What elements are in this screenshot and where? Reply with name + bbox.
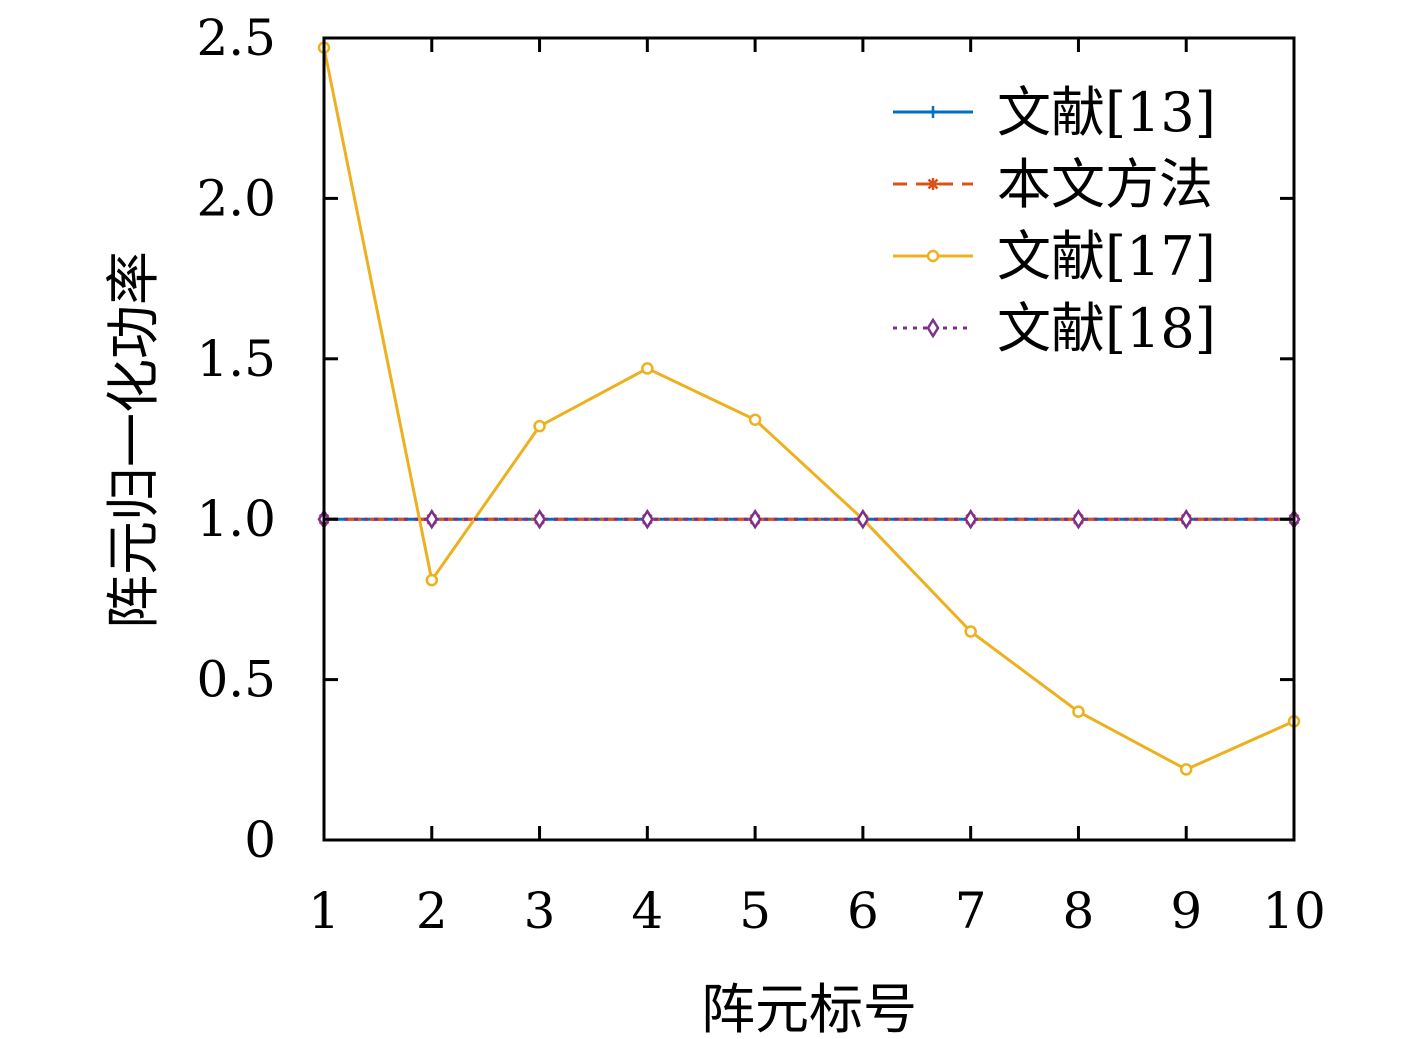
x-tick-label: 3: [524, 882, 556, 940]
x-axis-label: 阵元标号: [701, 978, 917, 1039]
x-tick-label: 1: [308, 882, 340, 940]
plot-frame: [322, 36, 1296, 842]
legend-marker: [927, 106, 939, 118]
data-point: [1179, 508, 1193, 530]
x-tick-label: 2: [416, 882, 448, 940]
legend-entry: 文献[18]: [893, 297, 1216, 360]
legend-entry: 文献[13]: [893, 81, 1216, 144]
legend-marker: [926, 249, 940, 263]
legend-label: 文献[18]: [997, 297, 1216, 360]
x-tick-label: 8: [1063, 882, 1095, 940]
y-tick-label: 1.0: [196, 490, 276, 548]
x-tick-label: 10: [1262, 882, 1326, 940]
data-point: [533, 508, 547, 530]
legend-entry: 文献[17]: [893, 225, 1216, 288]
ticks-layer: 1 2 3 4 5 6 7 8 9 10 0 0.5 1.0 1.5 2.0 2.5: [196, 9, 1325, 940]
legend-label: 文献[13]: [997, 81, 1216, 144]
data-point: [533, 419, 546, 433]
data-point: [1179, 763, 1193, 776]
data-point: [748, 413, 762, 427]
data-point: [640, 508, 654, 530]
data-point: [748, 508, 762, 530]
data-point: [641, 362, 654, 375]
x-tick-label: 5: [739, 882, 771, 940]
data-point: [964, 508, 978, 530]
legend-label: 本文方法: [997, 153, 1213, 216]
x-tick-label: 7: [955, 882, 987, 940]
y-tick-label: 2.0: [196, 169, 276, 227]
x-tick-label: 6: [847, 882, 879, 940]
y-tick-label: 0.5: [196, 651, 276, 709]
data-point: [856, 508, 870, 530]
legend-label: 文献[17]: [997, 225, 1216, 288]
legend-entry: 本文方法: [893, 153, 1213, 216]
x-tick-label: 9: [1170, 882, 1202, 940]
legend-marker: [926, 317, 940, 339]
series-line: [322, 47, 1295, 771]
y-axis-label: 阵元归一化功率: [102, 251, 165, 629]
legend-marker: [927, 178, 939, 190]
data-point: [964, 625, 977, 638]
y-tick-label: 1.5: [196, 330, 276, 388]
data-point: [425, 508, 439, 530]
y-tick-label: 0: [244, 811, 276, 869]
data-point: [425, 573, 439, 587]
y-tick-label: 2.5: [196, 9, 276, 67]
data-point: [1072, 705, 1085, 718]
data-point: [1071, 508, 1085, 530]
x-tick-label: 4: [631, 882, 663, 940]
